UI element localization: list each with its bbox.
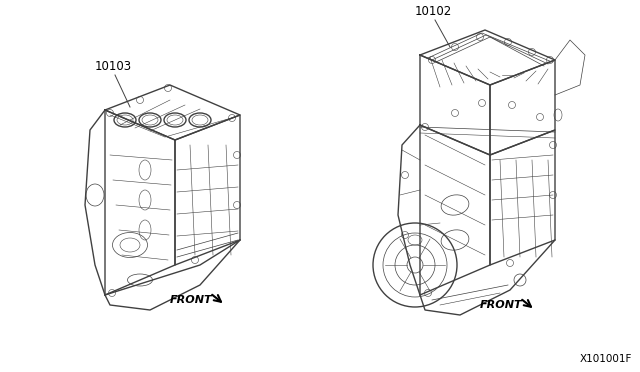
Text: FRONT: FRONT <box>480 300 523 310</box>
Text: X101001F: X101001F <box>580 354 632 364</box>
Text: 10102: 10102 <box>415 5 452 18</box>
Text: 10103: 10103 <box>95 60 132 73</box>
Text: FRONT: FRONT <box>170 295 212 305</box>
